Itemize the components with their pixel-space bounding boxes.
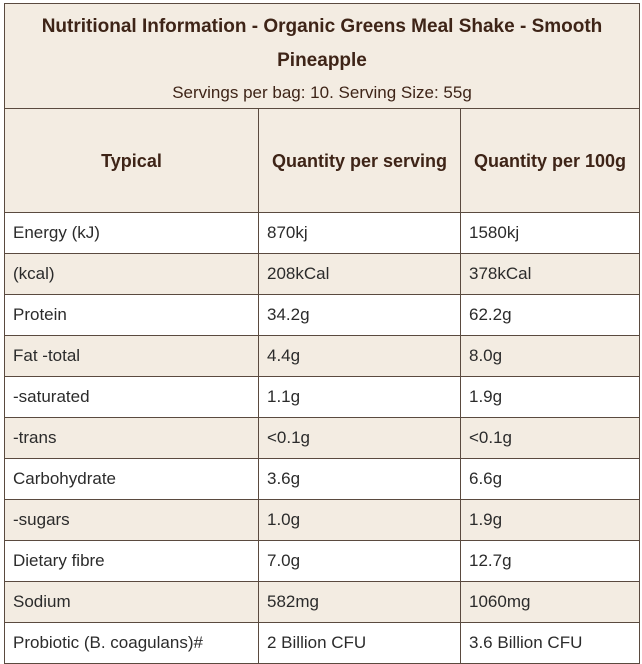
table-row: Dietary fibre 7.0g 12.7g <box>4 540 640 582</box>
per-serving-value: 3.6g <box>258 458 461 500</box>
nutrition-table: Nutritional Information - Organic Greens… <box>4 3 640 664</box>
per-100g-value: 6.6g <box>460 458 640 500</box>
table-row: -sugars 1.0g 1.9g <box>4 499 640 541</box>
per-100g-value: 1060mg <box>460 581 640 623</box>
table-row: Probiotic (B. coagulans)# 2 Billion CFU 3.… <box>4 622 640 664</box>
table-row: Carbohydrate 3.6g 6.6g <box>4 458 640 500</box>
per-serving-value: 2 Billion CFU <box>258 622 461 664</box>
table-row: Sodium 582mg 1060mg <box>4 581 640 623</box>
per-100g-value: <0.1g <box>460 417 640 459</box>
table-row: -trans <0.1g <0.1g <box>4 417 640 459</box>
nutrient-name: Fat -total <box>4 335 259 377</box>
per-serving-value: 208kCal <box>258 253 461 295</box>
nutrient-name: Probiotic (B. coagulans)# <box>4 622 259 664</box>
per-100g-value: 3.6 Billion CFU <box>460 622 640 664</box>
per-serving-value: 870kj <box>258 212 461 254</box>
nutrient-rows: Energy (kJ) 870kj 1580kj (kcal) 208kCal 378kC… <box>4 212 640 664</box>
nutrient-name: Dietary fibre <box>4 540 259 582</box>
nutrient-name: -saturated <box>4 376 259 418</box>
nutrient-name: Protein <box>4 294 259 336</box>
per-100g-value: 378kCal <box>460 253 640 295</box>
per-100g-value: 62.2g <box>460 294 640 336</box>
table-row: Protein 34.2g 62.2g <box>4 294 640 336</box>
per-100g-value: 1.9g <box>460 499 640 541</box>
table-row: Energy (kJ) 870kj 1580kj <box>4 212 640 254</box>
header-typical: Typical <box>4 108 259 213</box>
per-serving-value: <0.1g <box>258 417 461 459</box>
nutrient-name: -sugars <box>4 499 259 541</box>
per-serving-value: 34.2g <box>258 294 461 336</box>
per-serving-value: 7.0g <box>258 540 461 582</box>
column-header-row: Typical Quantity per serving Quantity pe… <box>4 108 640 213</box>
nutrient-name: Sodium <box>4 581 259 623</box>
per-100g-value: 1580kj <box>460 212 640 254</box>
per-serving-value: 1.1g <box>258 376 461 418</box>
per-serving-value: 582mg <box>258 581 461 623</box>
table-title: Nutritional Information - Organic Greens… <box>41 16 603 71</box>
nutrition-panel: Nutritional Information - Organic Greens… <box>4 3 640 664</box>
header-per-100g: Quantity per 100g <box>460 108 640 213</box>
per-serving-value: 4.4g <box>258 335 461 377</box>
header-per-serving: Quantity per serving <box>258 108 461 213</box>
per-serving-value: 1.0g <box>258 499 461 541</box>
title-row: Nutritional Information - Organic Greens… <box>4 3 640 109</box>
nutrient-name: Carbohydrate <box>4 458 259 500</box>
nutrient-name: -trans <box>4 417 259 459</box>
table-row: (kcal) 208kCal 378kCal <box>4 253 640 295</box>
per-100g-value: 12.7g <box>460 540 640 582</box>
per-100g-value: 8.0g <box>460 335 640 377</box>
title-cell: Nutritional Information - Organic Greens… <box>4 3 640 109</box>
nutrient-name: (kcal) <box>4 253 259 295</box>
table-row: Fat -total 4.4g 8.0g <box>4 335 640 377</box>
per-100g-value: 1.9g <box>460 376 640 418</box>
nutrient-name: Energy (kJ) <box>4 212 259 254</box>
table-row: -saturated 1.1g 1.9g <box>4 376 640 418</box>
serving-info: Servings per bag: 10. Serving Size: 55g <box>172 83 472 102</box>
